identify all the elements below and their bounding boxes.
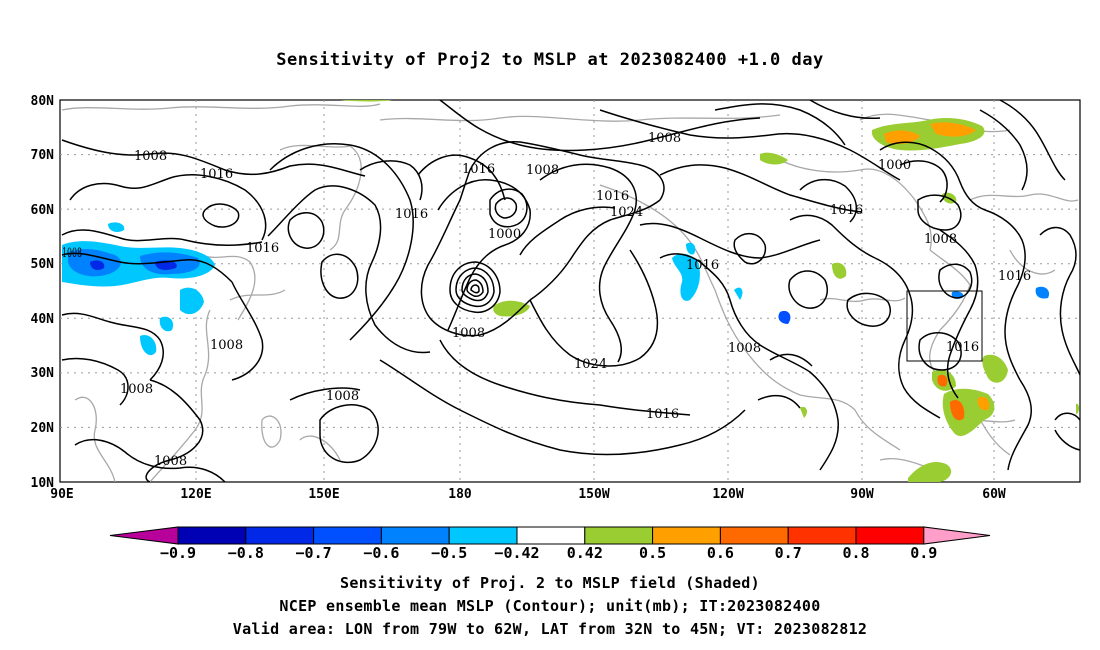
colorbar-swatch — [313, 526, 382, 545]
contour-label: 1008 — [924, 232, 957, 247]
lat-label: 40N — [31, 312, 55, 327]
contour-label: 1008 — [134, 149, 167, 164]
contour-label: 1008 — [120, 382, 153, 397]
colorbar-tick-label: −0.8 — [228, 544, 264, 562]
colorbar-tick-label: −0.5 — [431, 544, 467, 562]
contour-label: 1008 — [526, 163, 559, 178]
colorbar-tick-label: 0.8 — [842, 544, 869, 562]
contour-label: 1008 — [62, 246, 82, 261]
valid-area-box — [906, 290, 983, 362]
colorbar-tick-label: −0.9 — [160, 544, 196, 562]
contour-label: 1016 — [246, 241, 279, 256]
lon-label: 90E — [50, 487, 73, 502]
contour-label: 1016 — [596, 189, 629, 204]
lon-label: 90W — [850, 487, 874, 502]
colorbar-swatch — [245, 526, 315, 545]
colorbar-swatch — [719, 526, 789, 545]
lat-label: 70N — [31, 148, 55, 163]
colorbar-swatch — [652, 526, 721, 545]
contour-label: 1008 — [648, 131, 681, 146]
colorbar-swatch — [516, 526, 586, 545]
contour-label: 1008 — [728, 341, 761, 356]
contour-label: 1008 — [210, 338, 243, 353]
lat-label: 80N — [31, 94, 55, 109]
caption-line-1: Sensitivity of Proj. 2 to MSLP field (Sh… — [340, 574, 760, 592]
colorbar-swatch — [448, 526, 518, 545]
contour-label: 1016 — [946, 340, 979, 355]
colorbar-swatch — [855, 526, 925, 545]
contour-label: 1008 — [326, 389, 359, 404]
colorbar-tick-label: 0.5 — [639, 544, 666, 562]
colorbar-tick-label: −0.7 — [296, 544, 332, 562]
contour-label: 1000 — [488, 227, 521, 242]
lat-label: 30N — [31, 366, 55, 381]
caption-line-2: NCEP ensemble mean MSLP (Contour); unit(… — [279, 597, 821, 615]
colorbar-tick-label: −0.42 — [494, 544, 539, 562]
colorbar-arrow-high — [923, 526, 991, 545]
lat-label: 60N — [31, 203, 55, 218]
contour-label: 1016 — [395, 207, 428, 222]
contour-label: 1016 — [998, 269, 1031, 284]
contour-label: 1016 — [646, 407, 679, 422]
latitude-labels: 80N 70N 60N 50N 40N 30N 20N 10N — [31, 94, 55, 491]
longitude-labels: 90E 120E 150E 180 150W 120W 90W 60W — [50, 487, 1006, 502]
plot-title: Sensitivity of Proj2 to MSLP at 20230824… — [276, 50, 824, 70]
mslp-contours — [61, 100, 1080, 482]
colorbar-tick-label: 0.7 — [775, 544, 802, 562]
contour-label: 1000 — [878, 158, 911, 173]
lat-label: 20N — [31, 421, 55, 436]
contour-label: 1008 — [452, 326, 485, 341]
lat-label: 10N — [31, 476, 55, 491]
colorbar-tick-label: −0.6 — [363, 544, 399, 562]
lon-label: 150W — [578, 487, 609, 502]
colorbar-swatch — [787, 526, 857, 545]
lon-label: 150E — [308, 487, 339, 502]
positive-sensitivity-shading — [340, 100, 1079, 482]
contour-label: 1008 — [154, 454, 187, 469]
contour-label: 1016 — [200, 167, 233, 182]
contour-label: 1024 — [574, 357, 607, 372]
contour-label: 1016 — [830, 203, 863, 218]
lon-label: 120E — [180, 487, 211, 502]
colorbar-tick-label: 0.6 — [707, 544, 734, 562]
lon-label: 180 — [448, 487, 472, 502]
colorbar-swatch — [584, 526, 654, 545]
caption-line-3: Valid area: LON from 79W to 62W, LAT fro… — [232, 620, 868, 638]
colorbar: −0.9 −0.8 −0.7 −0.6 −0.5 −0.42 0.42 0.5 0.6 0.7 0.… — [109, 526, 991, 562]
lon-label: 60W — [982, 487, 1006, 502]
contour-label: 1016 — [462, 162, 495, 177]
contour-label: 1016 — [686, 258, 719, 273]
colorbar-arrow-low — [109, 526, 179, 545]
colorbar-tick-label: 0.9 — [910, 544, 937, 562]
colorbar-tick-label: 0.42 — [567, 544, 603, 562]
lon-label: 120W — [712, 487, 743, 502]
colorbar-swatch — [380, 526, 450, 545]
lat-label: 50N — [31, 257, 55, 272]
colorbar-swatch — [177, 526, 247, 545]
contour-label: 1024 — [610, 205, 643, 220]
contour-labels: 1008 1016 1016 1016 1016 1008 1016 1008 … — [62, 131, 1031, 469]
